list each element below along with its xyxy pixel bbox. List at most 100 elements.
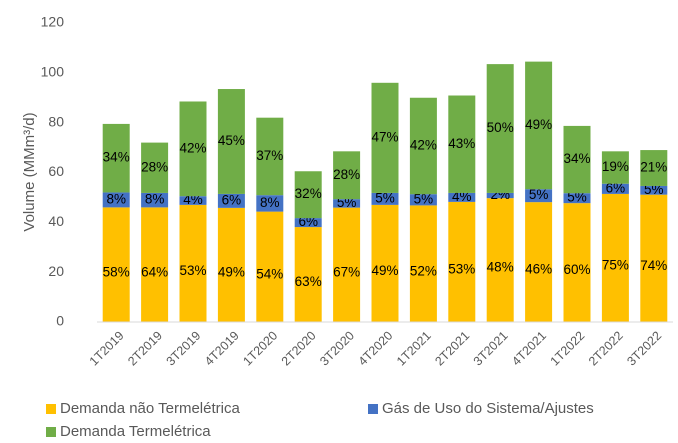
data-label: 54%	[256, 266, 283, 281]
bar-segment	[102, 207, 130, 322]
data-label: 5%	[529, 187, 549, 202]
bar-segment	[525, 202, 553, 322]
y-tick-label: 20	[48, 263, 64, 279]
data-label: 58%	[103, 264, 130, 279]
data-label: 5%	[375, 190, 395, 205]
data-label: 48%	[487, 260, 514, 275]
bar-segment	[141, 142, 169, 193]
bar-segment	[371, 204, 399, 322]
data-label: 28%	[141, 159, 168, 174]
data-label: 32%	[295, 186, 322, 201]
data-label: 28%	[333, 167, 360, 182]
x-tick-label: 3T2019	[164, 329, 204, 369]
data-label: 46%	[525, 262, 552, 277]
bar-segment	[601, 183, 629, 194]
x-tick-label: 1T2020	[240, 329, 280, 369]
bar-segment	[486, 198, 514, 322]
bar-segment	[448, 201, 476, 322]
bar-segment	[333, 151, 361, 200]
data-label: 45%	[218, 133, 245, 148]
bar-segment	[141, 207, 169, 322]
legend-label: Demanda não Termelétrica	[60, 400, 240, 417]
bar-segment	[525, 189, 553, 203]
x-tick-label: 4T2021	[509, 329, 549, 369]
data-label: 5%	[414, 191, 434, 206]
y-axis-label: Volume (MMm³/d)	[21, 112, 38, 231]
bar-segment	[601, 193, 629, 322]
data-label: 63%	[295, 274, 322, 289]
data-label: 67%	[333, 264, 360, 279]
bar-segment	[256, 211, 284, 322]
bar-segment	[371, 82, 399, 193]
bar-segment	[409, 97, 437, 195]
data-label: 6%	[222, 192, 242, 207]
x-tick-label: 1T2019	[87, 329, 127, 369]
bar-segment	[640, 185, 668, 195]
bar-segment	[256, 195, 284, 212]
bar-segment	[563, 193, 591, 204]
bar-segment	[294, 227, 322, 322]
data-label: 75%	[602, 258, 629, 273]
data-label: 49%	[525, 117, 552, 132]
bar-segment	[601, 151, 629, 184]
bar-segment	[256, 117, 284, 196]
data-label: 37%	[256, 148, 283, 163]
bar-segment	[333, 199, 361, 208]
legend-swatch	[46, 427, 56, 437]
bar-segment	[141, 192, 169, 208]
y-tick-label: 0	[56, 313, 64, 329]
data-label: 74%	[640, 258, 667, 273]
bar-segment	[217, 193, 245, 208]
data-label: 52%	[410, 263, 437, 278]
legend-label: Demanda Termelétrica	[60, 423, 211, 440]
data-label: 64%	[141, 264, 168, 279]
bar-segment	[409, 194, 437, 206]
x-tick-label: 2T2020	[279, 329, 319, 369]
x-tick-label: 4T2020	[356, 329, 396, 369]
data-label: 6%	[606, 180, 626, 195]
x-tick-label: 2T2022	[586, 329, 626, 369]
data-label: 53%	[448, 262, 475, 277]
x-tick-label: 1T2021	[394, 329, 434, 369]
bar-segment	[333, 207, 361, 322]
data-label: 49%	[218, 265, 245, 280]
data-label: 49%	[371, 263, 398, 278]
bar-segment	[217, 207, 245, 322]
bar-segment	[640, 194, 668, 322]
data-label: 21%	[640, 160, 667, 175]
bar-segment	[563, 203, 591, 322]
x-tick-label: 3T2021	[471, 329, 511, 369]
bar-segment	[486, 64, 514, 193]
y-tick-label: 120	[41, 14, 65, 30]
y-tick-label: 80	[48, 113, 64, 129]
bar-segment	[448, 192, 476, 202]
data-label: 8%	[106, 191, 126, 206]
data-label: 43%	[448, 136, 475, 151]
data-label: 5%	[567, 190, 587, 205]
bar-segment	[563, 125, 591, 194]
data-label: 60%	[563, 262, 590, 277]
legend-swatch	[46, 404, 56, 414]
bar-segment	[486, 192, 514, 199]
bar-segment	[294, 171, 322, 219]
data-label: 42%	[179, 140, 206, 155]
bar-segment	[179, 101, 207, 197]
x-tick-label: 2T2019	[125, 329, 165, 369]
legend-swatch	[368, 404, 378, 414]
data-label: 8%	[145, 192, 165, 207]
y-tick-label: 40	[48, 213, 64, 229]
bar-segment	[217, 89, 245, 194]
bar-segment	[448, 95, 476, 193]
bar-segment	[179, 196, 207, 205]
data-label: 50%	[487, 120, 514, 135]
bar-segment	[102, 123, 130, 193]
data-label: 53%	[179, 263, 206, 278]
bar-segment	[525, 61, 553, 190]
x-tick-label: 4T2019	[202, 329, 242, 369]
y-tick-label: 100	[41, 64, 65, 80]
x-tick-label: 1T2022	[548, 329, 588, 369]
data-label: 19%	[602, 159, 629, 174]
bar-segment	[371, 192, 399, 205]
data-label: 47%	[371, 129, 398, 144]
